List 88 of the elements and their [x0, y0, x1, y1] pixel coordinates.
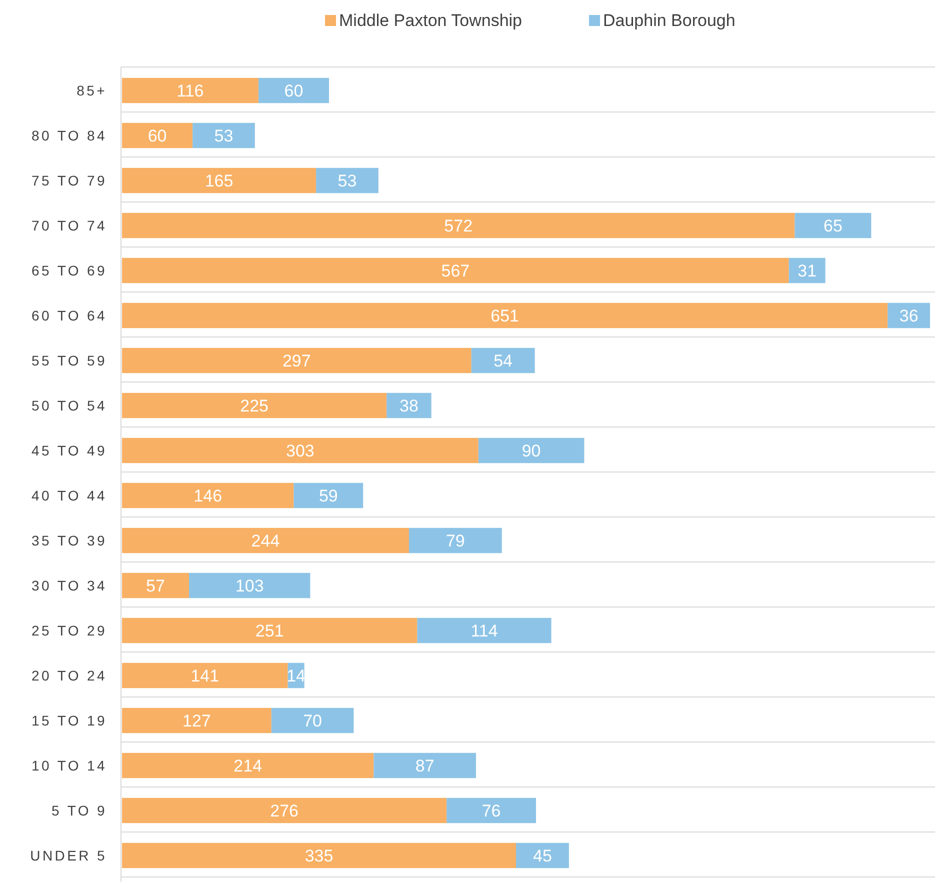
data-label: 335: [304, 846, 334, 866]
bar: [122, 618, 418, 644]
bar: [316, 168, 378, 194]
bar: [122, 482, 294, 508]
y-tick-label: 55 TO 59: [32, 352, 107, 368]
data-label: 79: [446, 532, 465, 550]
bar: [122, 842, 516, 868]
bar: [408, 528, 502, 554]
y-tick-label: 50 TO 54: [32, 398, 107, 414]
data-label: 38: [400, 396, 418, 416]
data-label: 165: [204, 172, 234, 190]
y-tick-label: 65 TO 69: [32, 262, 107, 278]
bar: [271, 708, 354, 734]
bar: [122, 78, 258, 104]
bar: [122, 528, 409, 554]
bar: [122, 168, 316, 194]
bar: [294, 482, 364, 508]
data-label: 251: [255, 622, 284, 640]
data-label: 70: [303, 712, 322, 730]
bar: [122, 662, 288, 688]
data-label: 651: [490, 306, 520, 326]
bar: [122, 752, 374, 778]
legend-label: Dauphin Borough: [603, 11, 736, 30]
data-label: 45: [533, 846, 552, 866]
data-label: 572: [444, 216, 473, 236]
bar: [122, 258, 789, 284]
y-tick-label: 15 TO 19: [32, 712, 107, 728]
bar: [122, 302, 888, 328]
data-label: 303: [286, 442, 314, 460]
data-label: 116: [176, 82, 204, 100]
bar: [122, 798, 447, 824]
data-label: 567: [441, 262, 470, 280]
bar: [516, 842, 569, 868]
y-tick-label: 10 TO 14: [32, 758, 107, 774]
bar: [374, 752, 476, 778]
bar: [122, 392, 387, 418]
bar: [471, 348, 535, 374]
data-label: 53: [214, 126, 234, 146]
bar: [122, 438, 478, 464]
data-label: 53: [338, 172, 357, 190]
data-label: 59: [318, 486, 338, 506]
y-tick-label: 30 TO 34: [32, 578, 107, 594]
y-tick-label: 20 TO 24: [32, 668, 107, 684]
y-tick-label: 5 TO 9: [52, 802, 107, 818]
data-label: 60: [148, 126, 167, 146]
y-tick-label: UNDER 5: [30, 848, 107, 864]
bar: [192, 122, 255, 148]
y-tick-label: 70 TO 74: [32, 218, 107, 234]
data-label: 141: [190, 666, 220, 686]
bar: [386, 392, 432, 418]
bar: [258, 78, 329, 104]
data-label: 87: [415, 756, 434, 776]
data-label: 76: [482, 802, 501, 820]
bar: [122, 572, 190, 598]
data-label: 214: [234, 756, 262, 776]
data-label: 31: [798, 262, 817, 280]
data-label: 276: [270, 802, 298, 820]
y-tick-label: 85+: [76, 82, 107, 98]
bar: [122, 348, 472, 374]
data-label: 57: [146, 576, 165, 596]
y-tick-label: 80 TO 84: [32, 128, 107, 144]
bar: [478, 438, 584, 464]
y-tick-label: 25 TO 29: [32, 622, 107, 638]
bar: [122, 122, 193, 148]
y-tick-label: 40 TO 44: [32, 488, 107, 504]
data-label: 60: [284, 82, 304, 100]
data-label: 65: [824, 216, 842, 236]
data-label: 244: [251, 532, 280, 550]
y-tick-label: 60 TO 64: [32, 308, 107, 324]
bar: [794, 212, 872, 238]
data-label: 127: [182, 712, 211, 730]
y-tick-label: 75 TO 79: [32, 172, 107, 188]
y-tick-label: 35 TO 39: [32, 532, 107, 548]
data-label: 90: [522, 442, 541, 460]
bar: [122, 212, 795, 238]
legend-label: Middle Paxton Township: [339, 11, 522, 30]
data-label: 36: [899, 306, 918, 326]
data-label: 103: [235, 576, 264, 596]
data-label: 225: [240, 396, 268, 416]
data-label: 54: [494, 352, 513, 370]
bar: [189, 572, 310, 598]
data-label: 114: [470, 622, 498, 640]
data-label: 146: [194, 486, 222, 506]
bar: [417, 618, 552, 644]
data-label: 297: [282, 352, 311, 370]
bar: [122, 708, 272, 734]
y-tick-label: 45 TO 49: [32, 442, 107, 458]
bar: [446, 798, 536, 824]
